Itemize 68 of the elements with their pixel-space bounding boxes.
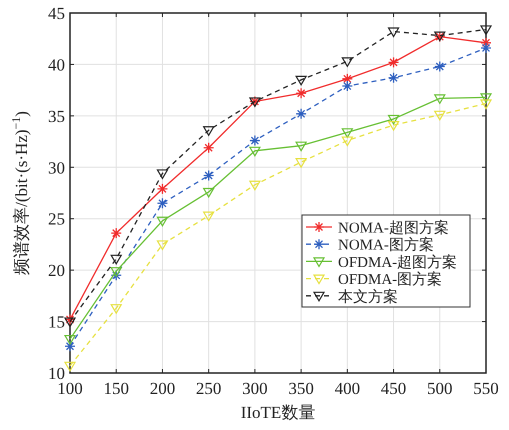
point: [480, 25, 492, 36]
x-tick-label: 450: [380, 379, 406, 398]
point: [64, 334, 76, 345]
point: [295, 88, 307, 99]
point: [249, 180, 260, 190]
point: [388, 121, 400, 131]
point: [249, 146, 260, 156]
y-tick-label: 20: [48, 261, 65, 280]
point: [156, 198, 168, 209]
y-tick-label: 25: [48, 210, 65, 229]
point: [110, 267, 122, 277]
point: [342, 57, 353, 67]
point: [156, 240, 168, 250]
point: [296, 76, 307, 86]
point: [480, 42, 492, 54]
y-tick-label: 35: [48, 106, 65, 126]
legend-label: NOMA-超图方案: [338, 220, 449, 236]
point: [64, 340, 76, 352]
point: [342, 73, 353, 84]
legend-label: 本文方案: [338, 288, 398, 306]
point: [388, 27, 400, 38]
point: [388, 114, 400, 125]
point: [388, 56, 400, 68]
point: [110, 227, 122, 239]
legend-label: OFDMA-图方案: [338, 271, 442, 288]
y-tick-label: 15: [48, 312, 65, 332]
x-axis-title: IIoTE数量: [240, 403, 316, 422]
point: [434, 110, 446, 120]
point: [249, 134, 261, 146]
point: [203, 188, 214, 198]
point: [110, 304, 122, 314]
y-tick-label: 30: [48, 158, 65, 178]
point: [110, 270, 122, 281]
x-tick-label: 300: [242, 379, 268, 398]
point: [64, 314, 76, 326]
x-tick-label: 550: [473, 379, 499, 398]
x-tick-label: 350: [288, 379, 314, 398]
x-tick-label: 400: [334, 379, 360, 398]
x-tick-label: 500: [427, 379, 453, 398]
point: [434, 94, 446, 104]
x-tick-label: 250: [196, 379, 222, 398]
point: [156, 216, 168, 226]
point: [388, 72, 400, 84]
y-tick-label: 45: [48, 4, 65, 23]
point: [156, 169, 168, 180]
point: [203, 170, 214, 182]
point: [110, 254, 122, 264]
point: [342, 128, 353, 138]
point: [203, 142, 214, 154]
point: [64, 362, 76, 372]
point: [296, 142, 307, 152]
legend-label: OFDMA-超图方案: [338, 254, 458, 271]
x-tick-label: 150: [103, 379, 129, 398]
point: [295, 108, 307, 120]
point: [480, 93, 492, 103]
point: [434, 60, 446, 72]
point: [296, 158, 307, 168]
x-tick-label: 200: [150, 379, 176, 398]
point: [342, 80, 353, 92]
point: [203, 212, 214, 222]
point: [480, 37, 492, 48]
point: [156, 183, 168, 195]
point: [64, 317, 76, 328]
y-tick-label: 40: [48, 55, 65, 74]
point: [342, 136, 353, 146]
legend-label: NOMA-图方案: [338, 236, 434, 254]
point: [203, 126, 214, 136]
point: [480, 99, 492, 110]
